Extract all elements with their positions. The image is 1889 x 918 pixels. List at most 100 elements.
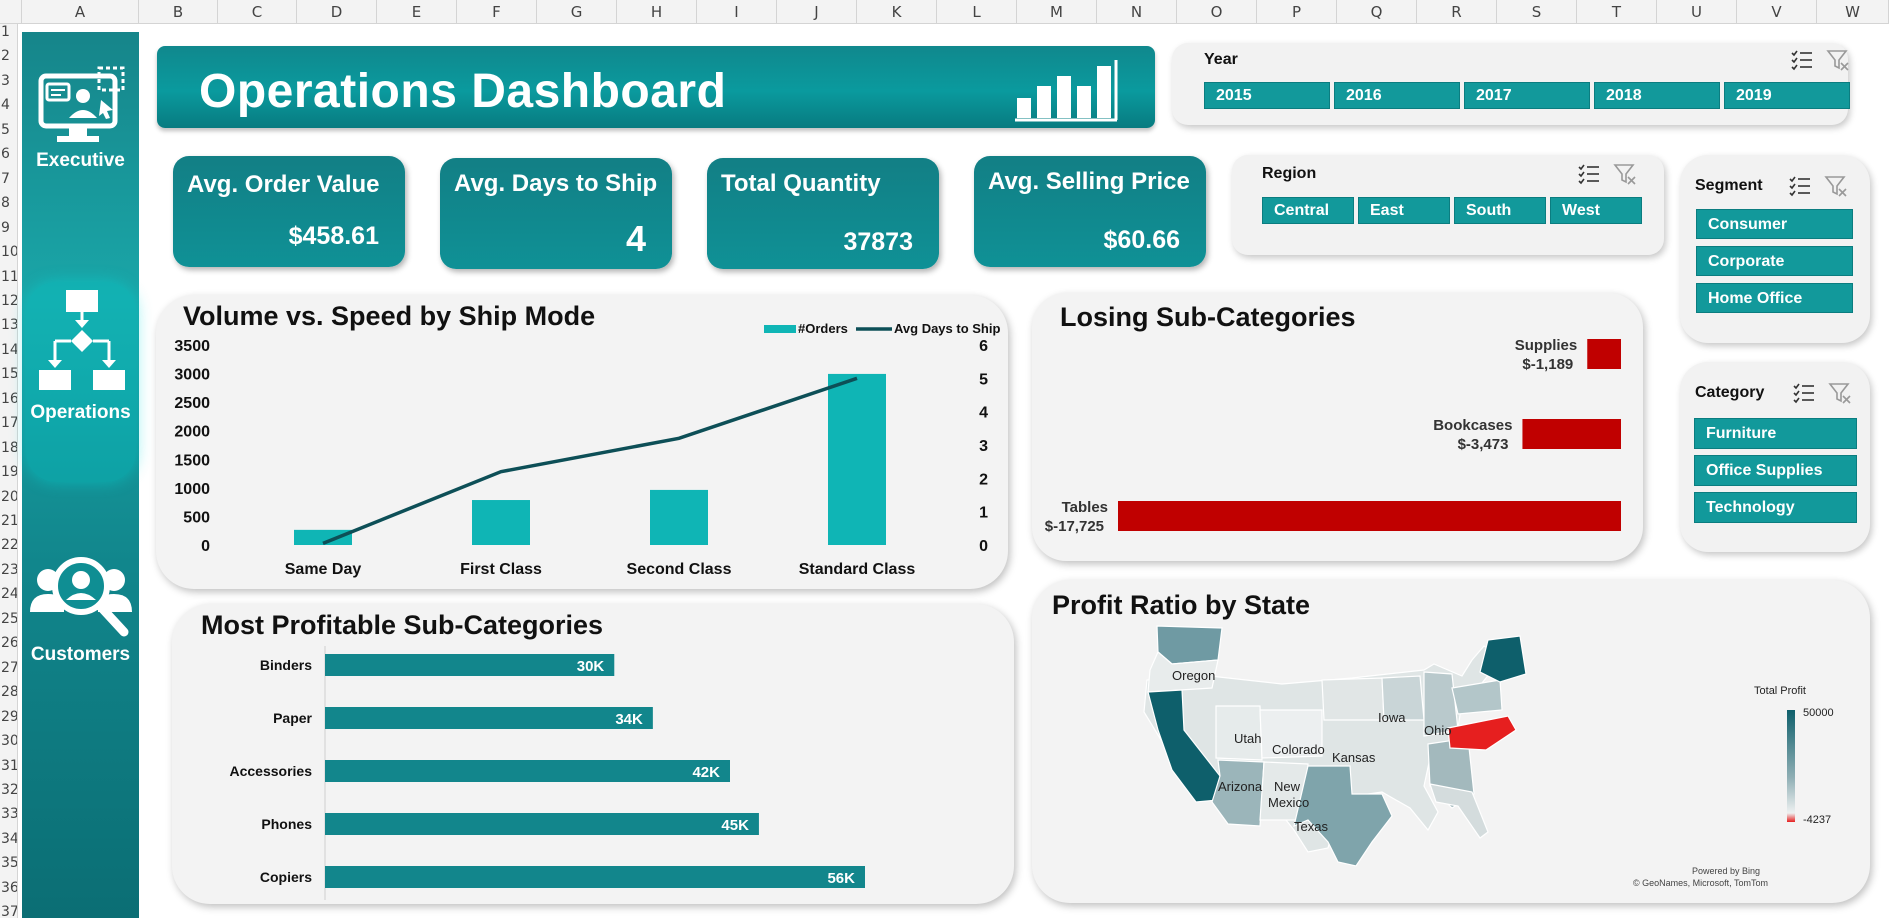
clear-filter-icon[interactable] xyxy=(1826,49,1850,71)
category-technology-button[interactable]: Technology xyxy=(1694,492,1857,523)
row-header-cell[interactable]: 37 xyxy=(1,904,18,918)
column-header-cell[interactable]: A xyxy=(22,0,139,24)
column-header-cell[interactable]: R xyxy=(1417,0,1497,24)
segment-consumer-button[interactable]: Consumer xyxy=(1696,209,1853,239)
row-header-cell[interactable]: 29 xyxy=(1,708,18,725)
row-header-cell[interactable]: 34 xyxy=(1,830,18,847)
region-south-button[interactable]: South xyxy=(1454,197,1546,224)
column-header-cell[interactable]: P xyxy=(1257,0,1337,24)
row-header-cell[interactable]: 9 xyxy=(1,219,10,236)
row-header-cell[interactable]: 19 xyxy=(1,464,18,481)
column-header-cell[interactable]: E xyxy=(377,0,457,24)
column-header-cell[interactable]: K xyxy=(857,0,937,24)
column-header-cell[interactable]: F xyxy=(457,0,537,24)
nav-customers[interactable]: Customers xyxy=(22,552,139,666)
clear-filter-icon[interactable] xyxy=(1828,382,1852,404)
column-header-cell[interactable]: N xyxy=(1097,0,1177,24)
column-header-cell[interactable]: T xyxy=(1577,0,1657,24)
row-header-cell[interactable]: 27 xyxy=(1,659,18,676)
nav-executive[interactable]: Executive xyxy=(22,66,139,172)
row-header-cell[interactable]: 4 xyxy=(1,97,10,114)
column-header-cell[interactable]: C xyxy=(218,0,297,24)
column-header-cell[interactable]: O xyxy=(1177,0,1257,24)
column-header-cell[interactable]: G xyxy=(537,0,617,24)
row-header-cell[interactable]: 33 xyxy=(1,806,18,823)
category-office-supplies-button[interactable]: Office Supplies xyxy=(1694,455,1857,486)
column-header-cell[interactable]: J xyxy=(777,0,857,24)
row-header-cell[interactable]: 11 xyxy=(1,268,18,285)
multi-select-icon[interactable] xyxy=(1792,382,1816,404)
region-west-button[interactable]: West xyxy=(1550,197,1642,224)
row-header-cell[interactable]: 10 xyxy=(1,244,18,261)
kpi-label: Total Quantity xyxy=(721,170,881,197)
year-2017-button[interactable]: 2017 xyxy=(1464,82,1590,109)
row-header-cell[interactable]: 21 xyxy=(1,513,18,529)
state-label: Iowa xyxy=(1378,710,1406,725)
year-2016-button[interactable]: 2016 xyxy=(1334,82,1460,109)
row-header-cell[interactable]: 1 xyxy=(1,24,10,40)
category-furniture-button[interactable]: Furniture xyxy=(1694,418,1857,449)
region-east-button[interactable]: East xyxy=(1358,197,1450,224)
multi-select-icon[interactable] xyxy=(1788,175,1812,197)
row-header-cell[interactable]: 26 xyxy=(1,635,18,652)
state-label: Texas xyxy=(1294,819,1328,834)
column-header-cell[interactable]: M xyxy=(1017,0,1097,24)
nav-operations[interactable]: Operations xyxy=(22,288,139,424)
category-slicer: Category Furniture Office Supplies Techn… xyxy=(1680,362,1870,552)
year-2019-button[interactable]: 2019 xyxy=(1724,82,1850,109)
row-header-cell[interactable]: 18 xyxy=(1,439,18,456)
column-header-cell[interactable]: U xyxy=(1657,0,1737,24)
column-header-cell[interactable]: W xyxy=(1817,0,1889,24)
region-slicer-title: Region xyxy=(1262,165,1317,182)
monitor-user-icon xyxy=(38,66,124,142)
year-2015-button[interactable]: 2015 xyxy=(1204,82,1330,109)
region-central-button[interactable]: Central xyxy=(1262,197,1354,224)
row-header-cell[interactable]: 6 xyxy=(1,146,10,163)
row-header-cell[interactable]: 16 xyxy=(1,390,18,407)
column-header-cell[interactable]: B xyxy=(139,0,218,24)
row-header-cell[interactable]: 5 xyxy=(1,121,10,138)
left-axis-tick: 1500 xyxy=(174,452,210,469)
clear-filter-icon[interactable] xyxy=(1824,175,1848,197)
multi-select-icon[interactable] xyxy=(1790,49,1814,71)
row-header-cell[interactable]: 31 xyxy=(1,757,18,774)
row-header-cell[interactable]: 30 xyxy=(1,733,18,750)
row-header-cell[interactable]: 35 xyxy=(1,855,18,872)
state-label-new-mexico: Mexico xyxy=(1268,795,1309,810)
row-header-cell[interactable]: 15 xyxy=(1,366,18,383)
row-header-cell[interactable]: 2 xyxy=(1,48,10,65)
year-2018-button[interactable]: 2018 xyxy=(1594,82,1720,109)
row-header-cell[interactable]: 32 xyxy=(1,781,18,798)
row-header-cell[interactable]: 17 xyxy=(1,415,18,432)
row-header-cell[interactable]: 12 xyxy=(1,292,18,309)
kpi-label: Avg. Days to Ship xyxy=(454,170,658,197)
profit-ratio-map-panel[interactable]: Profit Ratio by State Oregon xyxy=(1032,580,1870,903)
row-header-cell[interactable]: 24 xyxy=(1,586,18,603)
row-header-cell[interactable]: 28 xyxy=(1,684,18,701)
row-header-cell[interactable]: 7 xyxy=(1,170,10,187)
volume-speed-chart-panel[interactable]: Volume vs. Speed by Ship Mode 0 500 1000 15… xyxy=(156,295,1008,589)
profitable-subcategories-panel[interactable]: Most Profitable Sub-Categories Binders 30… xyxy=(172,604,1014,904)
row-header-cell[interactable]: 14 xyxy=(1,341,18,358)
losing-subcategories-panel[interactable]: Losing Sub-Categories Supplies $-1,189 Boo… xyxy=(1032,293,1643,561)
row-header-cell[interactable]: 25 xyxy=(1,610,18,627)
segment-corporate-button[interactable]: Corporate xyxy=(1696,246,1853,276)
column-header-cell[interactable]: Q xyxy=(1337,0,1417,24)
row-header-cell[interactable]: 36 xyxy=(1,879,18,896)
column-header-cell[interactable]: D xyxy=(297,0,377,24)
row-header-cell[interactable]: 8 xyxy=(1,195,10,212)
column-header-cell[interactable]: S xyxy=(1497,0,1577,24)
row-header-cell[interactable]: 22 xyxy=(1,537,18,554)
segment-home-office-button[interactable]: Home Office xyxy=(1696,283,1853,313)
column-header-cell[interactable]: L xyxy=(937,0,1017,24)
multi-select-icon[interactable] xyxy=(1577,163,1601,185)
column-header-cell[interactable]: I xyxy=(697,0,777,24)
row-header-cell[interactable]: 3 xyxy=(1,72,10,89)
row-header-cell[interactable]: 13 xyxy=(1,317,18,334)
column-header-cell[interactable]: V xyxy=(1737,0,1817,24)
row-header-cell[interactable]: 23 xyxy=(1,561,18,578)
column-header-cell[interactable]: H xyxy=(617,0,697,24)
legend-swatch-orders xyxy=(764,325,796,333)
clear-filter-icon[interactable] xyxy=(1613,163,1637,185)
row-header-cell[interactable]: 20 xyxy=(1,488,18,505)
